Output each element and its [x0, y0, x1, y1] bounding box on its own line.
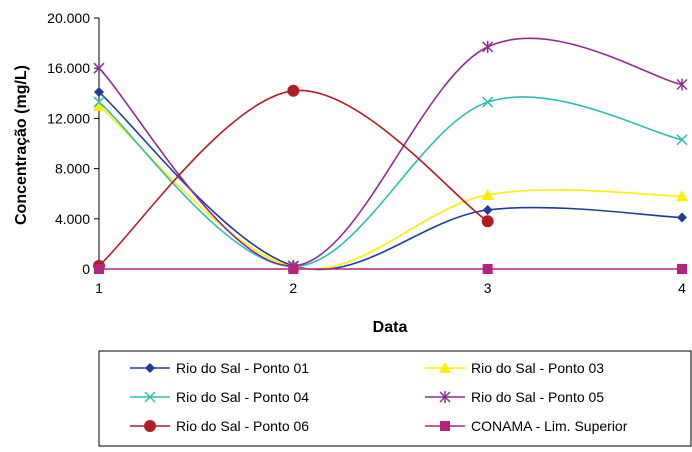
data-point	[676, 134, 688, 146]
legend-item: CONAMA - Lim. Superior	[425, 418, 628, 434]
y-tick-label: 20.000	[47, 10, 90, 26]
legend-label: Rio do Sal - Ponto 03	[471, 360, 604, 376]
data-point	[94, 264, 104, 274]
y-tick-label: 12.000	[47, 110, 90, 126]
y-tick-label: 0	[82, 261, 90, 277]
data-point	[288, 264, 299, 274]
series-3	[93, 96, 688, 273]
series-line	[98, 96, 683, 268]
legend: Rio do Sal - Ponto 01 Rio do Sal - Ponto …	[98, 350, 692, 447]
legend-item: Rio do Sal - Ponto 01	[130, 360, 309, 376]
x-tick-label: 4	[678, 280, 686, 296]
legend-marker	[144, 420, 156, 432]
data-point	[482, 96, 494, 108]
data-point	[481, 188, 494, 200]
data-point	[676, 190, 688, 202]
data-point	[482, 264, 493, 274]
legend-label: Rio do Sal - Ponto 04	[176, 389, 309, 405]
series-2	[93, 99, 688, 273]
legend-box	[98, 350, 692, 447]
legend-label: Rio do Sal - Ponto 01	[176, 360, 309, 376]
y-tick-label: 16.000	[47, 60, 90, 76]
x-tick-label: 2	[289, 280, 297, 296]
series-line	[98, 37, 683, 267]
series-line	[98, 91, 683, 271]
series-6	[94, 264, 687, 274]
data-point	[93, 99, 105, 111]
legend-label: CONAMA - Lim. Superior	[471, 418, 628, 434]
legend-item: Rio do Sal - Ponto 06	[130, 418, 309, 434]
series-line	[98, 89, 489, 267]
data-point	[482, 40, 494, 53]
data-point	[287, 84, 300, 97]
y-axis-title: Concentração (mg/L)	[13, 65, 30, 225]
legend-item: Rio do Sal - Ponto 04	[130, 389, 309, 405]
x-axis-title: Data	[373, 319, 408, 336]
legend-marker	[440, 421, 450, 431]
legend-marker	[439, 362, 451, 373]
series-line	[98, 105, 683, 270]
data-point	[93, 96, 105, 108]
legend-marker	[439, 391, 451, 403]
data-point	[677, 212, 687, 223]
legend-item: Rio do Sal - Ponto 03	[425, 360, 604, 376]
legend-item: Rio do Sal - Ponto 05	[425, 389, 604, 405]
legend-label: Rio do Sal - Ponto 05	[471, 389, 604, 405]
legend-label: Rio do Sal - Ponto 06	[176, 418, 309, 434]
legend-marker	[144, 391, 156, 403]
x-tick-label: 3	[484, 280, 492, 296]
series-1	[94, 87, 687, 271]
x-tick-label: 1	[95, 280, 103, 296]
data-point	[93, 62, 105, 75]
y-tick-label: 4.000	[55, 211, 90, 227]
data-point	[94, 87, 104, 98]
legend-marker	[145, 363, 155, 373]
data-point	[481, 215, 494, 228]
data-point	[677, 264, 687, 274]
series-5	[93, 84, 494, 272]
series-4	[93, 37, 688, 272]
data-point	[482, 205, 493, 216]
y-tick-label: 8.000	[55, 161, 90, 177]
data-point	[676, 78, 688, 91]
